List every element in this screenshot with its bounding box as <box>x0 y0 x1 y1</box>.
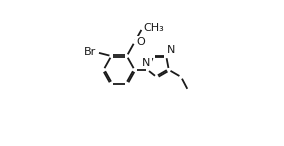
Text: O: O <box>136 37 145 47</box>
Text: Br: Br <box>84 47 96 57</box>
Text: CH₃: CH₃ <box>144 23 165 33</box>
Text: N: N <box>142 58 151 68</box>
Text: N: N <box>167 45 176 55</box>
